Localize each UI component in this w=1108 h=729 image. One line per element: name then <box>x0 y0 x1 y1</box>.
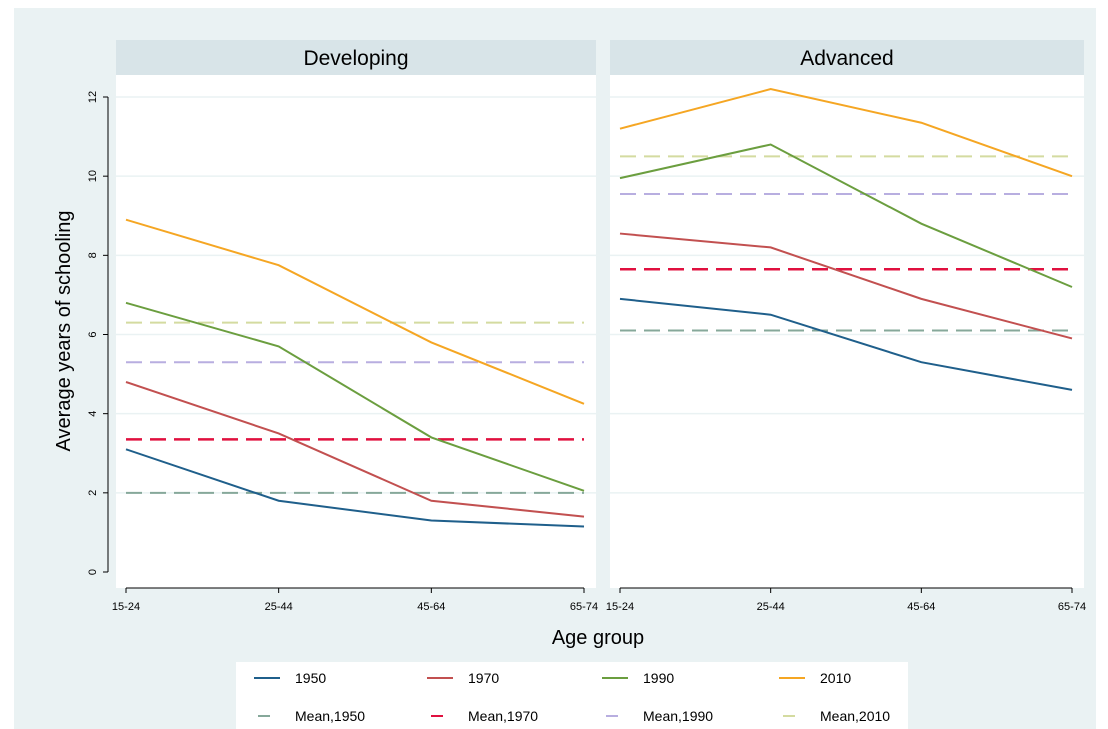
panel-advanced: Advanced 15-24 25-44 45-64 65-74 <box>606 40 1086 613</box>
panel-title: Advanced <box>800 47 893 70</box>
x-tick-label: 65-74 <box>1058 601 1086 613</box>
y-tick-label: 10 <box>87 170 99 182</box>
legend-label: 1990 <box>643 670 674 686</box>
panel-strip <box>116 40 596 75</box>
series-line-1970 <box>619 232 1073 340</box>
y-tick-label: 4 <box>87 411 99 417</box>
legend-box <box>236 662 908 729</box>
series-line-2010 <box>619 88 1073 178</box>
legend-label: Mean,1950 <box>295 708 365 724</box>
x-tick-label: 45-64 <box>417 601 445 613</box>
x-axis-label: Age group <box>552 627 644 649</box>
legend-label: 1970 <box>468 670 499 686</box>
series-line-1990 <box>125 301 585 492</box>
legend-label: Mean,1990 <box>643 708 713 724</box>
legend-label: 2010 <box>820 670 851 686</box>
series-line-1950 <box>125 448 585 528</box>
y-tick-label: 12 <box>87 91 99 103</box>
y-tick-label: 2 <box>87 490 99 496</box>
legend-label: Mean,1970 <box>468 708 538 724</box>
y-axis-label: Average years of schooling <box>53 211 75 452</box>
series-line-2010 <box>125 218 585 405</box>
panel-title: Developing <box>303 47 408 70</box>
series-line-1950 <box>619 297 1073 391</box>
legend-label: 1950 <box>295 670 326 686</box>
legend-label: Mean,2010 <box>820 708 890 724</box>
x-tick-label: 65-74 <box>570 601 598 613</box>
y-tick-label: 8 <box>87 252 99 258</box>
panel-strip <box>610 40 1084 75</box>
x-tick-label: 15-24 <box>606 601 634 613</box>
x-tick-label: 15-24 <box>112 601 140 613</box>
y-tick-label: 0 <box>87 569 99 575</box>
x-tick-label: 25-44 <box>757 601 785 613</box>
x-tick-label: 25-44 <box>265 601 293 613</box>
y-tick-label: 6 <box>87 331 99 337</box>
series-line-1990 <box>619 143 1073 288</box>
series-line-1970 <box>125 381 585 518</box>
x-tick-label: 45-64 <box>907 601 935 613</box>
panel-developing: Developing 15-24 25-44 45-64 65-74 0 2 4 6 8 10 12 <box>87 40 598 613</box>
plot-area <box>116 75 596 588</box>
